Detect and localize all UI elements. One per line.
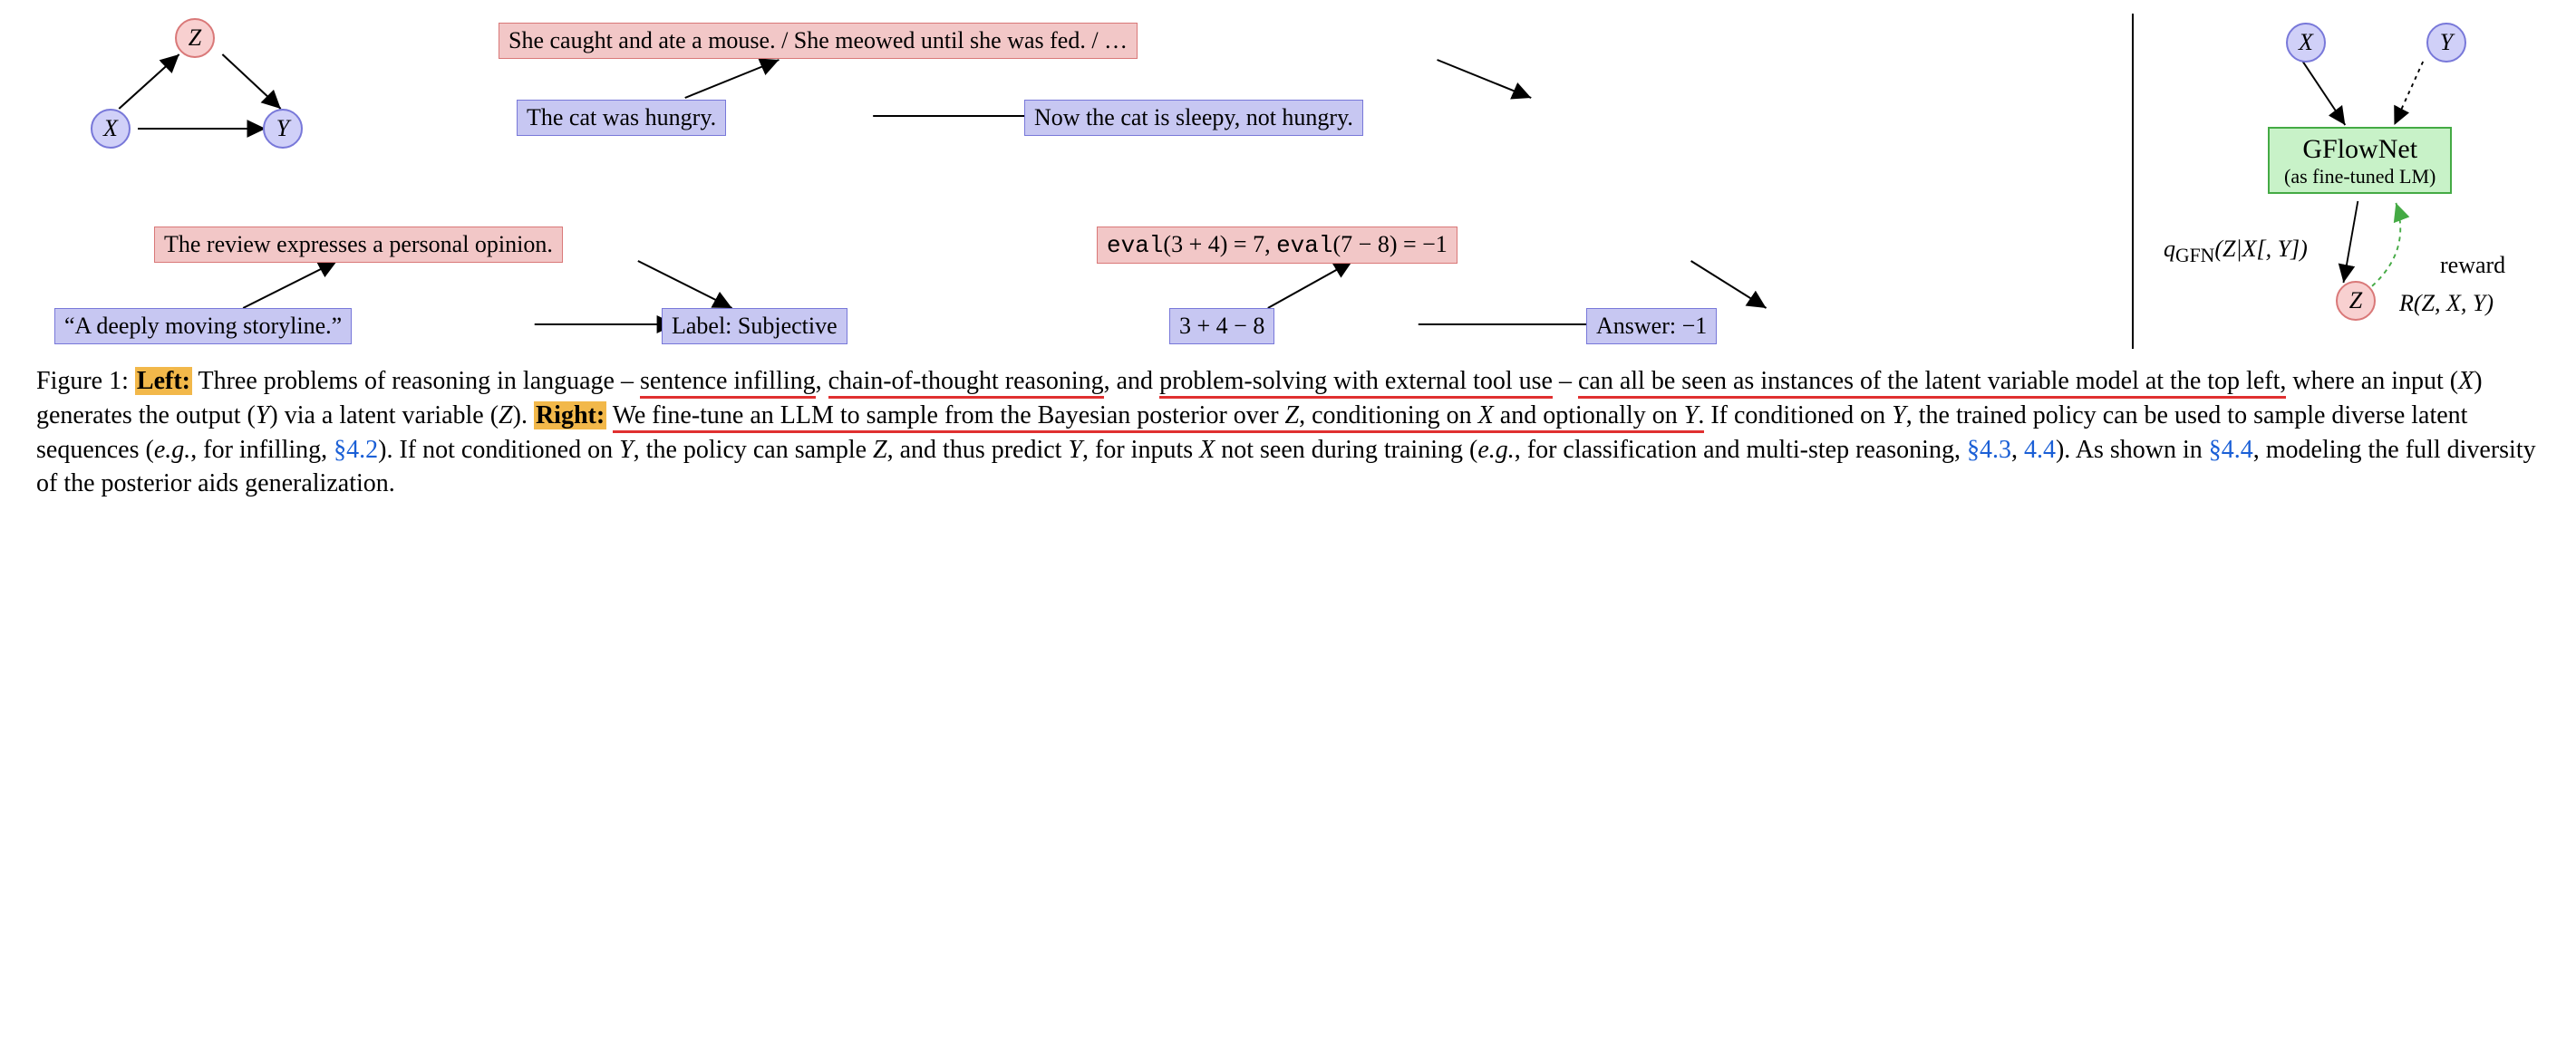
link-4-4a[interactable]: 4.4 xyxy=(2024,436,2056,464)
caption-r2i: , for classification and multi-step reas… xyxy=(1515,436,1967,464)
gflownet-subtitle: (as fine-tuned LM) xyxy=(2284,165,2436,188)
caption-l2d: ). xyxy=(513,401,534,429)
caption-u5c: and optionally on xyxy=(1494,401,1684,429)
eval-text-2: eval xyxy=(1276,232,1332,259)
caption-u5z: Z xyxy=(1285,401,1300,429)
caption-r2c: , for infilling, xyxy=(190,436,334,464)
q-subscript: GFN xyxy=(2175,245,2214,266)
caption-u5x: X xyxy=(1478,401,1494,429)
row1-blue-right-box: Now the cat is sleepy, not hungry. xyxy=(1024,100,1363,136)
left-panel: Z X Y She caught and ate a mouse. / She … xyxy=(36,18,2105,344)
caption-r2gx: X xyxy=(1199,436,1215,464)
caption-right-label: Right: xyxy=(534,401,606,429)
caption-l2: where an input ( xyxy=(2286,367,2458,395)
caption-r2fy: Y xyxy=(1068,436,1082,464)
caption-u5b: , conditioning on xyxy=(1299,401,1478,429)
row1-blue-left-box: The cat was hungry. xyxy=(517,100,726,136)
row1-pink-box: She caught and ate a mouse. / She meowed… xyxy=(499,23,1138,59)
caption-u1: sentence infilling xyxy=(640,367,816,399)
link-4-2[interactable]: §4.2 xyxy=(334,436,378,464)
caption-figlabel: Figure 1: xyxy=(36,367,135,395)
eval-text-1: eval xyxy=(1107,232,1163,259)
caption-r2f: , and thus predict xyxy=(887,436,1069,464)
triangle-node-x: X xyxy=(91,109,131,149)
caption-r2j: , xyxy=(2011,436,2024,464)
figure-caption: Figure 1: Left: Three problems of reason… xyxy=(36,364,2538,501)
reward-word: reward xyxy=(2440,252,2505,279)
eval-expr-1: (3 + 4) = 7, xyxy=(1163,231,1276,257)
row2l-blue-right-box: Label: Subjective xyxy=(662,308,847,344)
link-4-4b[interactable]: §4.4 xyxy=(2209,436,2253,464)
link-4-3[interactable]: §4.3 xyxy=(1967,436,2011,464)
caption-r2ez: Z xyxy=(873,436,887,464)
right-node-y: Y xyxy=(2426,23,2466,63)
right-panel: X Y GFlowNet (as fine-tuned LM) qGFN(Z|X… xyxy=(2132,18,2540,344)
caption-r2k: ). As shown in xyxy=(2056,436,2209,464)
gflownet-box: GFlowNet (as fine-tuned LM) xyxy=(2268,127,2452,194)
right-node-z: Z xyxy=(2336,281,2376,321)
row2l-pink-box: The review expresses a personal opinion. xyxy=(154,227,563,263)
caption-eg2: e.g. xyxy=(1477,436,1514,464)
reward-fn: R(Z, X, Y) xyxy=(2399,290,2494,317)
caption-l1b: – xyxy=(1553,367,1578,395)
caption-eg1: e.g. xyxy=(154,436,190,464)
diagram-right: X Y GFlowNet (as fine-tuned LM) qGFN(Z|X… xyxy=(2159,18,2540,344)
q-args: (Z|X[, Y]) xyxy=(2214,236,2308,262)
caption-r2e: , the policy can sample xyxy=(634,436,873,464)
figure: Z X Y She caught and ate a mouse. / She … xyxy=(36,18,2540,344)
caption-r2y: Y xyxy=(1892,401,1906,429)
right-node-x: X xyxy=(2286,23,2326,63)
caption-X: X xyxy=(2458,367,2474,395)
caption-r2h: not seen during training ( xyxy=(1215,436,1477,464)
q-letter: q xyxy=(2164,236,2175,262)
caption-left-label: Left: xyxy=(135,367,192,395)
caption-sep2: , and xyxy=(1104,367,1159,395)
caption-Z: Z xyxy=(499,401,513,429)
caption-r2d: ). If not conditioned on xyxy=(378,436,619,464)
q-label: qGFN(Z|X[, Y]) xyxy=(2164,236,2308,267)
diagram-arrows xyxy=(36,18,2105,344)
row2r-blue-left-box: 3 + 4 − 8 xyxy=(1169,308,1274,344)
caption-r2: If conditioned on xyxy=(1704,401,1892,429)
caption-u2: chain-of-thought reasoning xyxy=(828,367,1104,399)
caption-r2g: , for inputs xyxy=(1082,436,1199,464)
caption-l1a: Three problems of reasoning in language … xyxy=(192,367,640,395)
row2r-blue-right-box: Answer: −1 xyxy=(1586,308,1717,344)
diagram-left: Z X Y She caught and ate a mouse. / She … xyxy=(36,18,2105,344)
triangle-node-y: Y xyxy=(263,109,303,149)
caption-Y: Y xyxy=(256,401,270,429)
caption-u5y: Y xyxy=(1684,401,1699,429)
caption-u5a: We fine-tune an LLM to sample from the B… xyxy=(613,401,1285,429)
caption-u5: We fine-tune an LLM to sample from the B… xyxy=(613,401,1705,433)
caption-u4: can all be seen as instances of the late… xyxy=(1578,367,2286,399)
row2r-pink-box: eval(3 + 4) = 7, eval(7 − 8) = −1 xyxy=(1097,227,1457,264)
gflownet-title: GFlowNet xyxy=(2284,134,2436,165)
caption-r2dy: Y xyxy=(619,436,634,464)
caption-u3: problem-solving with external tool use xyxy=(1159,367,1553,399)
row2l-blue-left-box: “A deeply moving storyline.” xyxy=(54,308,352,344)
vertical-divider xyxy=(2132,14,2134,349)
triangle-node-z: Z xyxy=(175,18,215,58)
caption-l2c: ) via a latent variable ( xyxy=(269,401,499,429)
eval-expr-2: (7 − 8) = −1 xyxy=(1333,231,1448,257)
caption-sep1: , xyxy=(816,367,828,395)
